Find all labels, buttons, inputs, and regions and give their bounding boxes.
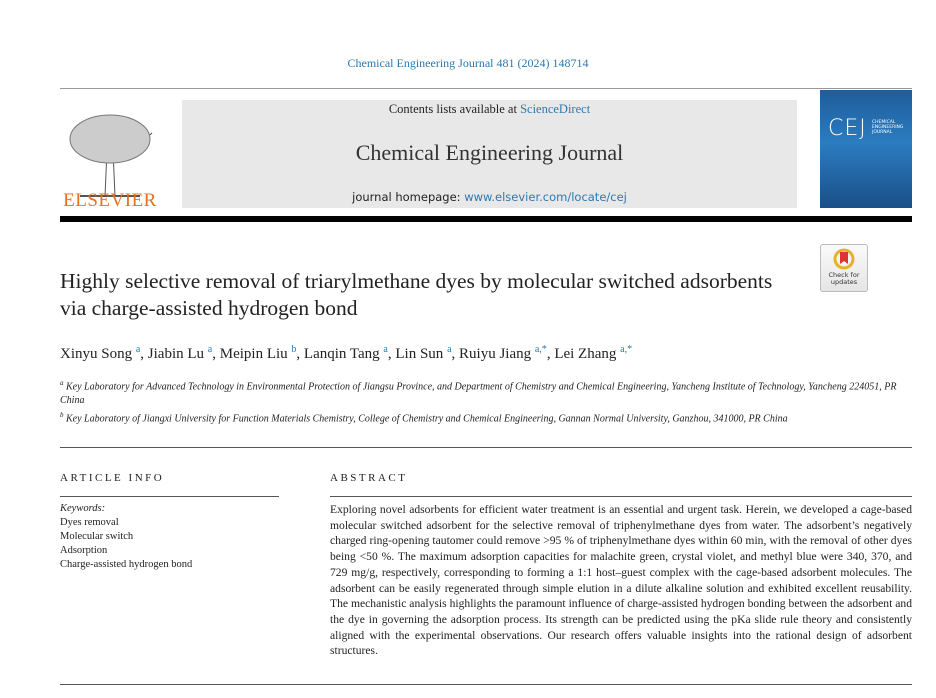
keyword: Charge-assisted hydrogen bond xyxy=(60,559,193,570)
author[interactable]: Lei Zhang a,* xyxy=(554,344,633,362)
abstract-text: Exploring novel adsorbents for efficient… xyxy=(330,503,912,658)
header-bar xyxy=(60,216,912,222)
author[interactable]: Lin Sun a xyxy=(395,344,452,362)
elsevier-tree-logo xyxy=(60,111,160,201)
journal-header-box: Contents lists available at ScienceDirec… xyxy=(182,100,797,208)
author[interactable]: Xinyu Song a xyxy=(60,344,141,362)
keyword: Dyes removal xyxy=(60,517,119,528)
journal-citation[interactable]: Chemical Engineering Journal 481 (2024) … xyxy=(347,56,589,70)
keyword: Molecular switch xyxy=(60,531,134,542)
keywords: Keywords: Dyes removal Molecular switch … xyxy=(60,502,192,572)
journal-title: Chemical Engineering Journal xyxy=(355,140,624,165)
article-info-heading: ARTICLE INFO xyxy=(60,472,165,484)
homepage-line: journal homepage: www.elsevier.com/locat… xyxy=(182,190,797,204)
affiliations: a Key Laboratory for Advanced Technology… xyxy=(60,376,912,427)
author[interactable]: Ruiyu Jiang a,* xyxy=(459,344,547,362)
bookmark-icon xyxy=(833,248,855,270)
divider xyxy=(60,447,912,448)
sciencedirect-link[interactable]: ScienceDirect xyxy=(520,102,591,116)
cover-subtitle: CHEMICAL ENGINEERING JOURNAL xyxy=(872,120,904,135)
contents-line: Contents lists available at ScienceDirec… xyxy=(182,102,797,117)
keywords-label: Keywords: xyxy=(60,503,106,514)
check-for-updates-button[interactable]: Check for updates xyxy=(820,244,868,292)
keyword: Adsorption xyxy=(60,545,108,556)
affiliation: a Key Laboratory for Advanced Technology… xyxy=(60,379,897,407)
divider xyxy=(60,88,912,89)
divider xyxy=(60,684,912,685)
author[interactable]: Meipin Liu b xyxy=(219,344,297,362)
homepage-label: journal homepage: xyxy=(352,190,465,204)
divider xyxy=(330,496,912,497)
article-title: Highly selective removal of triarylmetha… xyxy=(60,269,773,320)
divider xyxy=(60,496,279,497)
journal-cover[interactable]: CEJ CHEMICAL ENGINEERING JOURNAL xyxy=(820,90,912,208)
contents-label: Contents lists available at xyxy=(388,102,521,116)
author-list: Xinyu Song a, Jiabin Lu a, Meipin Liu b,… xyxy=(60,344,633,362)
author[interactable]: Lanqin Tang a xyxy=(303,344,388,362)
author[interactable]: Jiabin Lu a xyxy=(147,344,213,362)
abstract-heading: ABSTRACT xyxy=(330,472,408,484)
elsevier-wordmark: ELSEVIER xyxy=(63,190,157,211)
affiliation: b Key Laboratory of Jiangxi University f… xyxy=(60,411,788,425)
check-for-updates-label: Check for updates xyxy=(828,271,860,286)
cover-logo: CEJ xyxy=(828,116,867,141)
homepage-link[interactable]: www.elsevier.com/locate/cej xyxy=(464,190,627,204)
